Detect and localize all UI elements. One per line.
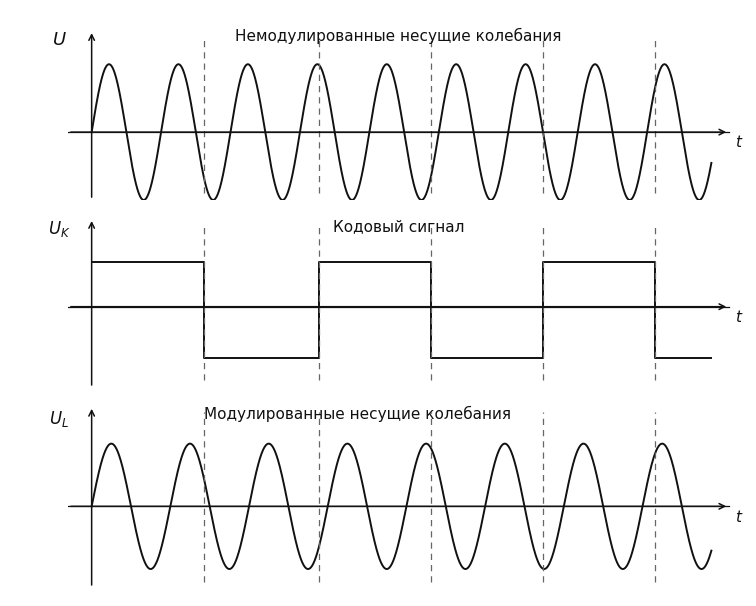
Text: $U_L$: $U_L$ bbox=[49, 408, 69, 428]
Text: $U_K$: $U_K$ bbox=[48, 219, 70, 239]
Text: t: t bbox=[735, 135, 741, 150]
Text: Кодовый сигнал: Кодовый сигнал bbox=[333, 219, 464, 235]
Text: Модулированные несущие колебания: Модулированные несущие колебания bbox=[204, 405, 511, 422]
Text: t: t bbox=[735, 310, 741, 325]
Text: U: U bbox=[53, 32, 66, 50]
Text: Немодулированные несущие колебания: Немодулированные несущие колебания bbox=[235, 28, 562, 44]
Text: t: t bbox=[735, 510, 741, 525]
